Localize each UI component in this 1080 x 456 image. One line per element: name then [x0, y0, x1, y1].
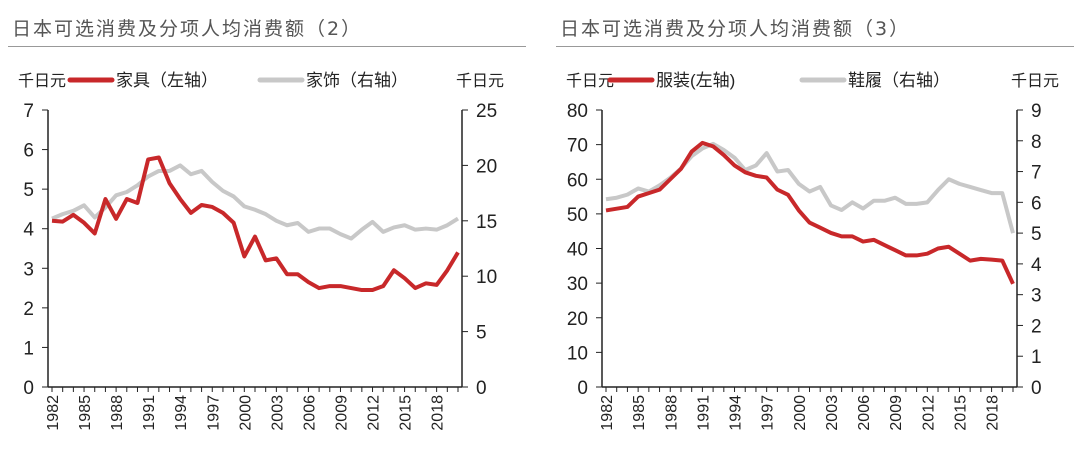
chart-title: 日本可选消费及分项人均消费额（3） — [560, 18, 911, 40]
right-tick-label: 5 — [1031, 224, 1042, 245]
left-tick-label: 70 — [567, 136, 588, 157]
x-tick-label: 2018 — [985, 395, 1002, 431]
left-tick-label: 30 — [567, 274, 588, 295]
x-tick-label: 2006 — [301, 395, 318, 431]
right-tick-label: 25 — [476, 101, 497, 122]
right-tick-label: 0 — [476, 378, 487, 399]
left-unit-label: 千日元 — [566, 72, 614, 90]
left-unit-label: 千日元 — [18, 72, 66, 90]
series-line-right — [51, 163, 460, 241]
left-tick-label: 10 — [567, 343, 588, 364]
x-tick-label: 2012 — [920, 395, 937, 431]
title-divider — [8, 46, 526, 47]
legend-label: 服装(左轴) — [656, 71, 735, 90]
left-tick-label: 50 — [567, 205, 588, 226]
right-unit-label: 千日元 — [1011, 72, 1059, 90]
x-tick-label: 1991 — [141, 395, 158, 431]
x-tick-label: 2015 — [952, 395, 969, 431]
right-tick-label: 4 — [1031, 255, 1042, 276]
right-tick-label: 6 — [1031, 193, 1042, 214]
right-unit-label: 千日元 — [456, 72, 504, 90]
right-tick-label: 2 — [1031, 316, 1042, 337]
x-tick-label: 2003 — [269, 395, 286, 431]
legend-label: 家具（左轴） — [116, 71, 218, 90]
legend-label: 家饰（右轴） — [306, 71, 408, 90]
left-tick-label: 3 — [23, 259, 34, 280]
x-tick-label: 1997 — [205, 395, 222, 431]
left-tick-label: 0 — [577, 378, 588, 399]
left-tick-label: 60 — [567, 170, 588, 191]
x-tick-label: 1985 — [631, 395, 648, 431]
left-tick-label: 4 — [23, 220, 34, 241]
right-tick-label: 5 — [476, 323, 487, 344]
right-tick-label: 15 — [476, 212, 497, 233]
chart-panel-3: 日本可选消费及分项人均消费额（3） 0 10 20 30 40 50 60 70 80 0 1 2 3 4… — [548, 0, 1078, 456]
right-tick-label: 7 — [1031, 163, 1042, 184]
chart-title: 日本可选消费及分项人均消费额（2） — [12, 18, 363, 40]
title-divider — [556, 46, 1074, 47]
x-tick-label: 1994 — [173, 395, 190, 431]
left-tick-label: 40 — [567, 240, 588, 261]
left-tick-label: 6 — [23, 141, 34, 162]
series-line-left — [605, 140, 1015, 285]
right-tick-label: 9 — [1031, 101, 1042, 122]
x-tick-label: 1988 — [663, 395, 680, 431]
x-tick-label: 1982 — [45, 395, 62, 431]
legend-label: 鞋履（右轴） — [848, 71, 950, 90]
x-tick-label: 2000 — [792, 395, 809, 431]
x-tick-label: 1982 — [599, 395, 616, 431]
x-tick-label: 2006 — [856, 395, 873, 431]
x-tick-label: 1988 — [109, 395, 126, 431]
x-tick-label: 2012 — [366, 395, 383, 431]
x-tick-label: 1994 — [728, 395, 745, 431]
series-line-left — [51, 155, 460, 293]
chart-panel-2: 日本可选消费及分项人均消费额（2） 0 1 2 3 4 5 6 7 0 5 10 15 20 25 1982… — [0, 0, 530, 456]
left-tick-label: 5 — [23, 180, 34, 201]
chart-3: 0 10 20 30 40 50 60 70 80 0 1 2 3 4 5 6 7 8 9 1982 1985 1988 1… — [566, 71, 1059, 431]
right-tick-label: 20 — [476, 156, 497, 177]
chart-2: 0 1 2 3 4 5 6 7 0 5 10 15 20 25 1982 1985 1988 1991 1994 19… — [18, 71, 504, 431]
left-tick-label: 7 — [23, 101, 34, 122]
left-tick-label: 80 — [567, 101, 588, 122]
x-tick-label: 1985 — [77, 395, 94, 431]
x-tick-label: 2003 — [824, 395, 841, 431]
x-tick-label: 1991 — [695, 395, 712, 431]
right-tick-label: 8 — [1031, 132, 1042, 153]
x-tick-label: 2018 — [430, 395, 447, 431]
x-tick-label: 2015 — [398, 395, 415, 431]
right-tick-label: 1 — [1031, 347, 1042, 368]
x-tick-label: 2009 — [888, 395, 905, 431]
left-tick-label: 2 — [23, 299, 34, 320]
x-tick-label: 2009 — [333, 395, 350, 431]
right-tick-label: 0 — [1031, 378, 1042, 399]
left-tick-label: 0 — [23, 378, 34, 399]
left-tick-label: 20 — [567, 309, 588, 330]
x-tick-label: 1997 — [760, 395, 777, 431]
left-tick-label: 1 — [23, 338, 34, 359]
right-tick-label: 3 — [1031, 286, 1042, 307]
x-tick-label: 2000 — [237, 395, 254, 431]
right-tick-label: 10 — [476, 267, 497, 288]
